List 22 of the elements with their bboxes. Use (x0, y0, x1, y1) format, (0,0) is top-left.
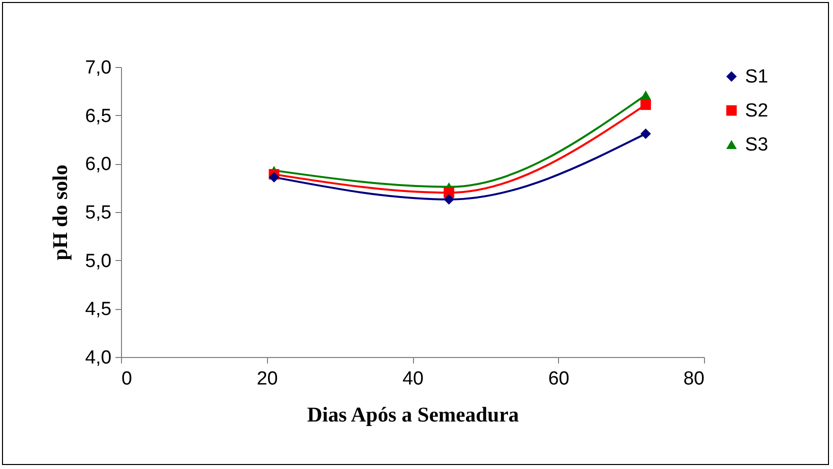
x-tick-label: 40 (402, 368, 424, 390)
y-tick-label: 6,0 (85, 154, 112, 176)
y-tick-label: 7,0 (85, 58, 112, 78)
x-tick-label: 60 (548, 368, 570, 390)
y-tick-label: 4,0 (85, 348, 112, 368)
x-tick-label: 0 (122, 368, 132, 390)
y-tick-label: 6,5 (85, 106, 112, 127)
x-tick-label: 20 (256, 368, 278, 390)
point (268, 172, 280, 182)
y-tick-label: 4,5 (85, 299, 112, 320)
legend-label: S1 (745, 66, 768, 88)
y-tick-label: 5,5 (85, 202, 112, 224)
legend-label: S3 (745, 134, 768, 156)
point (444, 194, 454, 205)
x-axis-title: Dias Após a Semeadura (307, 402, 520, 426)
x-tick-label: 80 (683, 368, 704, 390)
point (640, 128, 651, 139)
y-tick-label: 5,0 (85, 250, 112, 272)
point (640, 99, 651, 110)
point (640, 90, 651, 100)
legend-label: S2 (745, 100, 768, 122)
y-axis-title: pH do solo (48, 164, 72, 260)
